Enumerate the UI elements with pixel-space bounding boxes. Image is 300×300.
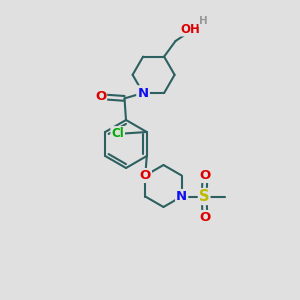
- Text: OH: OH: [181, 22, 200, 35]
- Text: H: H: [199, 16, 208, 26]
- Text: O: O: [95, 90, 106, 103]
- Text: N: N: [176, 190, 187, 203]
- Text: N: N: [137, 86, 149, 100]
- Text: O: O: [199, 211, 210, 224]
- Text: Cl: Cl: [111, 127, 124, 140]
- Text: O: O: [199, 169, 210, 182]
- Text: O: O: [140, 169, 151, 182]
- Text: N: N: [137, 86, 149, 100]
- Text: S: S: [199, 189, 209, 204]
